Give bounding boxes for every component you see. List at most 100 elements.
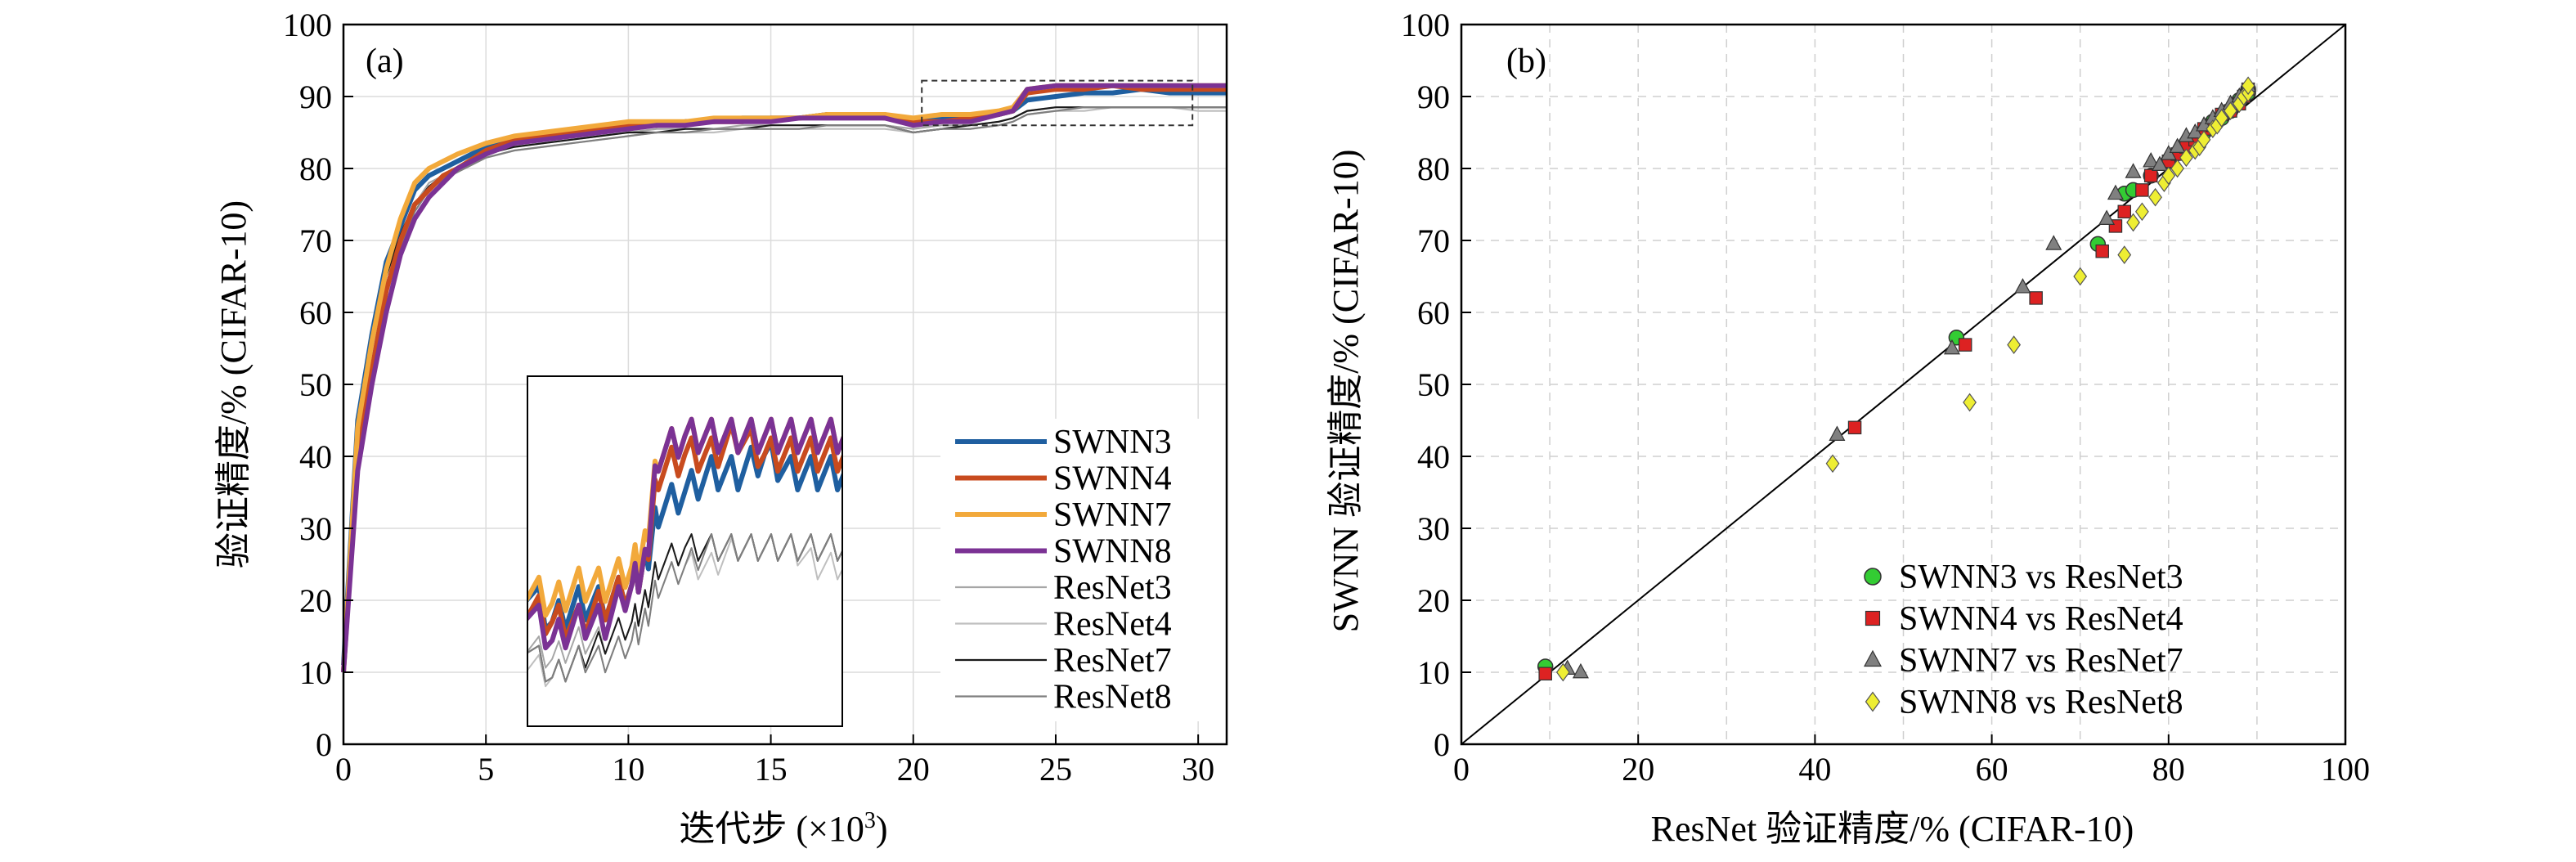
y-tick-label: 0 bbox=[316, 726, 332, 763]
panel-a-label: (a) bbox=[366, 43, 404, 80]
y-tick-label: 30 bbox=[1417, 510, 1450, 547]
y-tick-label: 100 bbox=[283, 7, 332, 43]
x-tick-label: 15 bbox=[755, 751, 788, 788]
panel-b-grid bbox=[1461, 25, 2345, 744]
x-tick-label: 60 bbox=[1976, 751, 2008, 788]
point-swnn7 bbox=[2143, 152, 2160, 168]
x-tick-label: 20 bbox=[1622, 751, 1654, 788]
panel-b-scatter-chart: SWNN3 vs ResNet3 SWNN4 vs ResNet4 SWNN7 vs… bbox=[1326, 7, 2370, 849]
y-tick-label: 40 bbox=[1417, 438, 1450, 475]
y-tick-label: 0 bbox=[1434, 726, 1450, 763]
point-swnn8 bbox=[2197, 130, 2211, 150]
point-swnn7 bbox=[2014, 278, 2031, 294]
legend-marker-swnn8 bbox=[1865, 691, 1881, 712]
y-tick-label: 10 bbox=[1417, 654, 1450, 691]
legend-label-resnet7: ResNet7 bbox=[1053, 642, 1172, 680]
y-tick-label: 50 bbox=[1417, 366, 1450, 403]
point-swnn7 bbox=[2125, 163, 2142, 178]
legend-background bbox=[940, 419, 1227, 721]
panel-a-x-axis-title-prefix: 迭代步 (×10 bbox=[679, 809, 864, 849]
point-swnn8 bbox=[2117, 245, 2132, 264]
point-swnn8 bbox=[2007, 335, 2022, 354]
y-tick-label: 80 bbox=[1417, 150, 1450, 187]
point-swnn8 bbox=[1963, 393, 1977, 412]
point-swnn7 bbox=[2045, 235, 2062, 250]
inset-line-swnn3 bbox=[527, 440, 842, 632]
x-tick-label: 20 bbox=[897, 751, 930, 788]
legend-label-resnet3: ResNet3 bbox=[1053, 569, 1172, 607]
point-swnn8 bbox=[2170, 159, 2185, 178]
legend-marker-swnn7 bbox=[1863, 649, 1883, 667]
legend-marker-swnn4 bbox=[1865, 610, 1881, 626]
panel-b-points bbox=[1537, 76, 2257, 682]
panel-a-inset bbox=[527, 375, 843, 727]
point-swnn4 bbox=[1847, 420, 1862, 435]
inset-line-resnet8 bbox=[527, 533, 842, 683]
point-swnn8 bbox=[2179, 148, 2193, 168]
point-swnn8 bbox=[1825, 454, 1840, 474]
panel-b-label: (b) bbox=[1506, 43, 1546, 80]
legend-label-swnn4: SWNN4 bbox=[1053, 460, 1172, 498]
y-tick-label: 90 bbox=[299, 79, 332, 115]
y-tick-label: 50 bbox=[299, 366, 332, 403]
x-tick-label: 25 bbox=[1039, 751, 1072, 788]
panel-a-grid bbox=[343, 25, 1227, 744]
point-swnn8 bbox=[2161, 166, 2176, 186]
point-swnn4 bbox=[1958, 338, 1972, 352]
inset-frame bbox=[527, 375, 843, 727]
point-swnn8 bbox=[2073, 267, 2088, 286]
point-swnn7 bbox=[1943, 339, 1960, 355]
legend-label-swnn8: SWNN8 vs ResNet8 bbox=[1899, 684, 2183, 721]
point-swnn4 bbox=[1538, 667, 1552, 681]
panel-b-frame bbox=[1460, 23, 2347, 746]
y-tick-label: 40 bbox=[299, 438, 332, 475]
legend-label-swnn7: SWNN7 vs ResNet7 bbox=[1899, 642, 2183, 680]
point-swnn8 bbox=[1555, 662, 1570, 682]
point-swnn4 bbox=[2029, 291, 2043, 305]
panel-b-legend: SWNN3 vs ResNet3 SWNN4 vs ResNet4 SWNN7 vs… bbox=[1863, 559, 2183, 721]
panel-a-series-lines bbox=[341, 83, 1227, 673]
point-swnn7 bbox=[2169, 137, 2186, 153]
legend-label-swnn3: SWNN3 vs ResNet3 bbox=[1899, 559, 2183, 596]
point-swnn7 bbox=[2107, 184, 2124, 200]
legend-label-swnn7: SWNN7 bbox=[1053, 496, 1172, 534]
inset-lines bbox=[527, 416, 842, 688]
point-swnn4 bbox=[2143, 168, 2158, 183]
point-swnn8 bbox=[2224, 101, 2237, 120]
point-swnn4 bbox=[2135, 183, 2149, 197]
legend-label-resnet4: ResNet4 bbox=[1053, 606, 1172, 644]
panel-a-legend: SWNN3SWNN4SWNN7SWNN8ResNet3ResNet4ResNet… bbox=[940, 419, 1227, 721]
point-swnn4 bbox=[2095, 244, 2109, 258]
line-series-swnn8 bbox=[341, 83, 1227, 673]
y-tick-label: 30 bbox=[299, 510, 332, 547]
x-tick-label: 0 bbox=[1453, 751, 1470, 788]
legend-label-swnn4: SWNN4 vs ResNet4 bbox=[1899, 600, 2183, 638]
panel-a-x-axis-title: 迭代步 (×103) bbox=[679, 808, 887, 849]
panel-a-x-axis-title-suffix: ) bbox=[876, 809, 888, 849]
x-tick-label: 40 bbox=[1798, 751, 1831, 788]
x-tick-label: 80 bbox=[2152, 751, 2185, 788]
panel-a-line-chart: SWNN3SWNN4SWNN7SWNN8ResNet3ResNet4ResNet… bbox=[213, 7, 1228, 849]
panel-a-x-axis-title-superscript: 3 bbox=[864, 808, 876, 833]
y-tick-label: 20 bbox=[1417, 582, 1450, 619]
y-tick-label: 80 bbox=[299, 150, 332, 187]
panel-b-tick-labels: 0 20 40 60 80 100 0 10 20 30 40 50 60 70 80 90 100 bbox=[1401, 7, 2370, 788]
x-tick-label: 5 bbox=[478, 751, 494, 788]
panel-a-frame bbox=[342, 23, 1228, 746]
panel-a-y-axis-title: 验证精度/% (CIFAR-10) bbox=[213, 200, 254, 568]
inset-line-swnn8 bbox=[527, 416, 842, 651]
y-tick-label: 60 bbox=[1417, 294, 1450, 331]
panel-a-tick-labels: 0 5 10 15 20 25 30 0 10 20 30 40 50 60 70 80 90 100 bbox=[283, 7, 1214, 788]
x-tick-label: 100 bbox=[2321, 751, 2370, 788]
point-swnn7 bbox=[1572, 662, 1589, 679]
point-swnn8 bbox=[2241, 76, 2255, 96]
x-tick-label: 0 bbox=[335, 751, 352, 788]
panel-b-x-axis-title: ResNet 验证精度/% (CIFAR-10) bbox=[1651, 809, 2134, 849]
y-tick-label: 20 bbox=[299, 582, 332, 619]
legend-label-resnet8: ResNet8 bbox=[1053, 679, 1172, 716]
x-tick-label: 10 bbox=[612, 751, 644, 788]
point-swnn8 bbox=[2215, 109, 2229, 128]
y-tick-label: 70 bbox=[299, 222, 332, 259]
y-tick-label: 70 bbox=[1417, 222, 1450, 259]
point-swnn4 bbox=[2117, 204, 2132, 219]
